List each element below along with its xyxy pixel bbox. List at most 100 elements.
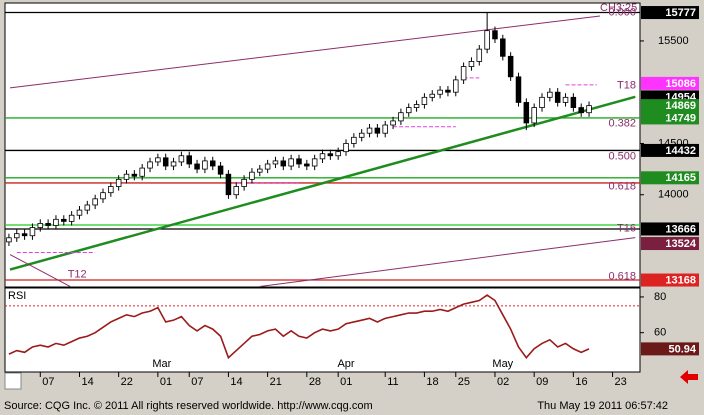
candle-body: [45, 223, 51, 226]
candle-body: [304, 163, 310, 167]
candle-body: [241, 178, 247, 187]
fib-label: 0.000: [608, 6, 636, 18]
fib-label: 0.618: [608, 270, 636, 282]
candle-body: [139, 167, 145, 177]
candle-body: [170, 161, 177, 167]
candle-body: [53, 218, 59, 226]
candle-body: [421, 96, 428, 105]
candle-body: [492, 30, 498, 40]
candle-body: [366, 127, 373, 134]
x-tick-label: 25: [458, 376, 470, 388]
candle-body: [358, 132, 365, 138]
fib-label: 0.618: [608, 181, 636, 193]
candle-body: [468, 61, 475, 67]
price-box-label: 14869: [665, 100, 696, 112]
trendline: [9, 95, 636, 271]
x-tick-label: 07: [42, 376, 54, 388]
candle-body: [162, 157, 169, 167]
x-tick-label: 22: [121, 376, 133, 388]
month-label: May: [492, 358, 513, 370]
candle-body: [147, 161, 153, 169]
candle-body: [382, 124, 388, 134]
candle-body: [178, 155, 185, 163]
candle-body: [186, 155, 192, 165]
candle-body: [311, 158, 318, 167]
candle-body: [437, 89, 443, 95]
candle-body: [374, 127, 381, 134]
rsi-tick-label: 80: [654, 291, 666, 303]
x-tick-label: 01: [160, 376, 172, 388]
x-tick-label: 21: [270, 376, 282, 388]
rsi-value-label: 50.94: [668, 343, 696, 355]
candle-body: [343, 143, 349, 153]
fib-label: T16: [617, 223, 636, 235]
candle-body: [288, 158, 294, 167]
month-label: Mar: [152, 358, 171, 370]
rsi-label: RSI: [8, 290, 26, 302]
candle-body: [280, 160, 287, 167]
trendline: [259, 237, 636, 287]
candle-body: [351, 136, 357, 144]
price-box: [641, 273, 699, 287]
y-tick-label: 15500: [658, 35, 689, 47]
rsi-line: [8, 294, 590, 360]
price-box-label: 14749: [665, 112, 696, 124]
x-tick-label: 07: [191, 376, 203, 388]
candle-body: [413, 104, 420, 108]
candle-body: [108, 186, 114, 194]
candle-body: [335, 151, 341, 157]
candle-body: [476, 48, 483, 62]
candle-body: [233, 186, 240, 196]
candle-body: [562, 96, 569, 103]
rsi-tick-label: 60: [654, 327, 666, 339]
price-panel: [4, 2, 641, 288]
candle-body: [21, 233, 28, 237]
candle-body: [586, 105, 592, 114]
candle-body: [515, 76, 522, 103]
x-tick-label: 11: [387, 376, 398, 388]
candle-body: [76, 209, 83, 216]
candle-body: [115, 178, 122, 187]
timestamp: Thu May 19 2011 06:57:42: [537, 400, 668, 412]
candle-body: [429, 93, 436, 98]
fib-label: T18: [617, 80, 636, 92]
price-box: [641, 222, 699, 236]
candle-body: [29, 227, 36, 237]
x-tick-label: 28: [309, 376, 321, 388]
candle-body: [390, 120, 396, 126]
source: Source: CQG Inc. © 2011 All rights reser…: [4, 400, 373, 412]
x-tick-label: 16: [575, 376, 587, 388]
trendline: [9, 254, 71, 287]
fib-label: T12: [68, 268, 87, 280]
rsi-value-box: [641, 342, 699, 356]
price-box-label: 15777: [665, 7, 696, 19]
candle-body: [37, 223, 44, 228]
price-box-label: 14165: [665, 172, 696, 184]
rsi-panel: [4, 287, 641, 373]
footer-bar: [0, 396, 704, 415]
candle-body: [131, 173, 138, 177]
candle-body: [100, 192, 106, 200]
candle-body: [296, 158, 302, 165]
x-tick-label: 23: [615, 376, 627, 388]
candle-body: [194, 163, 200, 170]
x-tick-label: 14: [230, 376, 242, 388]
trendline: [9, 15, 601, 89]
price-box: [641, 111, 699, 125]
candle-body: [84, 204, 91, 211]
price-box: [641, 76, 699, 90]
candle-body: [570, 96, 577, 108]
scroll-arrow[interactable]: [680, 370, 698, 384]
fib-label: 0.382: [608, 118, 636, 130]
x-tick-label: 09: [536, 376, 548, 388]
candle-body: [155, 157, 161, 163]
candle-body: [6, 237, 12, 243]
candle-body: [460, 66, 467, 81]
candle-body: [539, 96, 545, 108]
candle-body: [484, 30, 490, 50]
candle-body: [327, 153, 334, 157]
scroll-box[interactable]: [4, 372, 22, 390]
candle-body: [61, 218, 67, 222]
x-tick-label: 02: [497, 376, 509, 388]
